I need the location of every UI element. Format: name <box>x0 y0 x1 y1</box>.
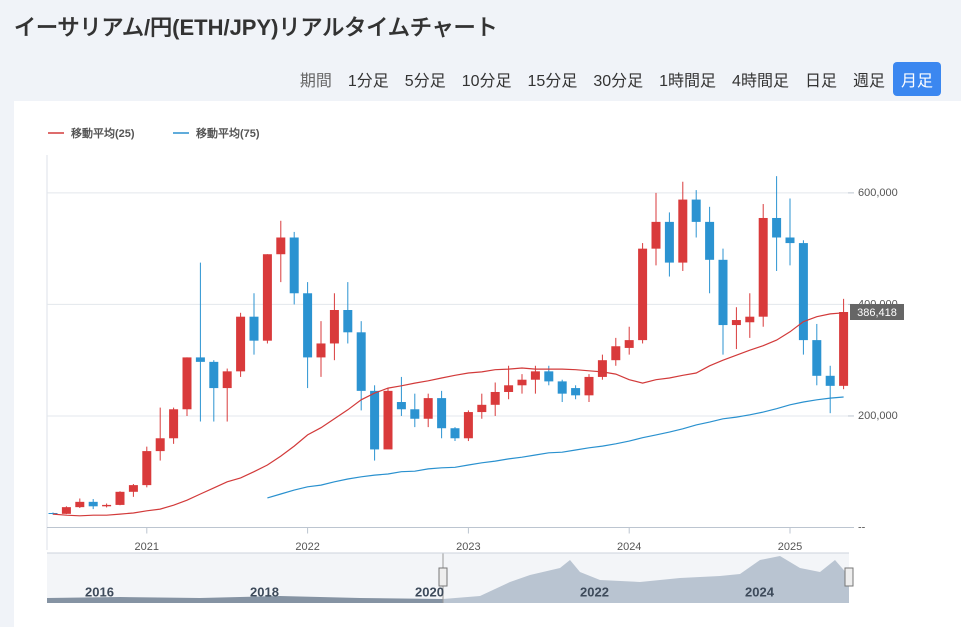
navigator-label: 2018 <box>250 584 279 599</box>
last-price-label: 386,418 <box>857 307 897 319</box>
period-tab[interactable]: 10分足 <box>461 73 512 90</box>
candle-body <box>651 221 661 249</box>
legend-label: 移動平均(25) <box>71 126 135 140</box>
candle-body <box>128 485 138 492</box>
candle-body <box>597 360 607 377</box>
navigator-handle[interactable] <box>438 567 448 587</box>
candle-body <box>410 409 420 419</box>
candle-body <box>839 311 849 386</box>
navigator-label: 2022 <box>580 584 609 599</box>
x-tick-label: 2024 <box>617 541 641 553</box>
candle-body <box>731 320 741 326</box>
candle-body <box>678 199 688 263</box>
candle-body <box>303 293 313 358</box>
period-tab[interactable]: 4時間足 <box>732 73 789 90</box>
period-tab[interactable]: 週足 <box>852 73 885 90</box>
ma-line <box>52 312 844 517</box>
candle-body <box>236 316 246 372</box>
candle-body <box>289 237 299 294</box>
candle-body <box>75 501 85 508</box>
candle-body <box>142 451 152 486</box>
navigator-handle[interactable] <box>844 567 854 587</box>
candle-body <box>785 237 795 244</box>
navigator-area-out <box>47 596 443 603</box>
candle-body <box>798 243 808 341</box>
candle-body <box>490 391 500 405</box>
candle-body <box>88 501 98 507</box>
y-tick-label: 200,000 <box>858 410 898 422</box>
candle-body <box>557 381 567 394</box>
candle-body <box>423 398 433 419</box>
period-tab[interactable]: 5分足 <box>404 73 446 90</box>
navigator-area <box>443 556 849 603</box>
candle-body <box>356 332 366 391</box>
navigator-label: 2020 <box>415 584 444 599</box>
candle-body <box>383 390 393 450</box>
candle-body <box>477 404 487 413</box>
period-tab[interactable]: 1分足 <box>347 73 389 90</box>
chart-card <box>14 101 961 627</box>
candle-body <box>262 254 272 341</box>
candle-body <box>115 491 125 505</box>
candle-body <box>276 237 286 255</box>
candle-body <box>437 398 447 429</box>
candle-body <box>517 379 527 386</box>
candle-body <box>329 310 339 344</box>
legend-label: 移動平均(75) <box>196 126 260 140</box>
period-tab[interactable]: 1時間足 <box>659 73 717 90</box>
last-price-box <box>850 303 904 320</box>
candle-body <box>48 513 58 514</box>
candle-body <box>450 428 460 439</box>
candle-body <box>222 371 232 389</box>
candle-body <box>571 388 581 396</box>
period-tab[interactable]: 30分足 <box>593 73 644 90</box>
candle-body <box>195 357 205 362</box>
candle-body <box>664 221 674 263</box>
candle-body <box>758 217 768 317</box>
candle-body <box>249 316 259 341</box>
candle-body <box>544 371 554 382</box>
period-label: 期間 <box>299 73 332 90</box>
page-title: イーサリアム/円(ETH/JPY)リアルタイムチャート <box>14 15 498 40</box>
candle-body <box>504 385 514 392</box>
candle-body <box>182 357 192 410</box>
candle-body <box>102 504 112 507</box>
candle-body <box>624 340 634 348</box>
candle-body <box>812 340 822 376</box>
candle-body <box>745 316 755 323</box>
candle-body <box>343 310 353 333</box>
candle-body <box>463 412 473 439</box>
x-tick-label: 2025 <box>778 541 802 553</box>
x-tick-label: 2023 <box>456 541 480 553</box>
x-tick-label: 2021 <box>135 541 159 553</box>
candle-body <box>611 346 621 361</box>
ma-line <box>267 396 844 499</box>
candle-body <box>209 361 219 389</box>
candle-body <box>61 507 71 514</box>
candle-body <box>705 221 715 260</box>
candle-body <box>638 248 648 341</box>
period-tabs: 期間 1分足 5分足 10分足 15分足 30分足 1時間足 4時間足 日足 週足 月足 <box>292 62 941 96</box>
candle-body <box>396 402 406 410</box>
navigator-label: 2016 <box>85 584 114 599</box>
period-tab[interactable]: 月足 <box>892 62 941 96</box>
candle-body <box>530 371 540 380</box>
candle-body <box>169 409 179 439</box>
y-tick-label: 600,000 <box>858 187 898 199</box>
period-tab[interactable]: 15分足 <box>527 73 578 90</box>
candle-body <box>584 376 594 396</box>
candle-body <box>772 217 782 238</box>
candle-body <box>155 438 165 452</box>
candle-body <box>718 259 728 326</box>
candle-body <box>825 375 835 386</box>
y-tick-label: -- <box>858 521 866 533</box>
candle-body <box>691 199 701 222</box>
candle-body <box>370 390 380 450</box>
candle-body <box>316 343 326 358</box>
period-tab[interactable]: 日足 <box>804 73 837 90</box>
x-tick-label: 2022 <box>295 541 319 553</box>
navigator-label: 2024 <box>745 584 775 599</box>
